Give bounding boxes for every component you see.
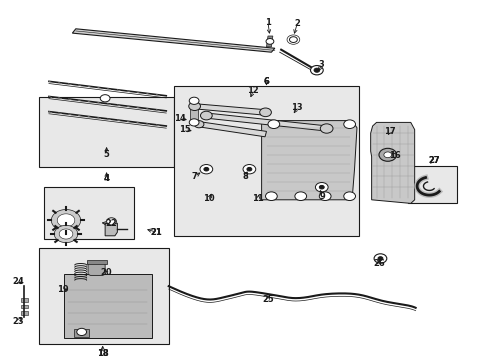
Text: 17: 17 xyxy=(384,127,395,136)
Text: 11: 11 xyxy=(252,194,264,203)
Circle shape xyxy=(313,68,319,72)
Text: 27: 27 xyxy=(427,156,439,165)
Polygon shape xyxy=(105,223,117,236)
Circle shape xyxy=(106,218,116,225)
Text: 4: 4 xyxy=(103,174,109,183)
Text: 2: 2 xyxy=(294,19,300,28)
Circle shape xyxy=(259,108,271,117)
Circle shape xyxy=(188,102,200,111)
Text: 5: 5 xyxy=(103,150,109,159)
Text: 21: 21 xyxy=(150,228,162,237)
Polygon shape xyxy=(193,104,266,115)
Text: 8: 8 xyxy=(242,172,248,181)
Polygon shape xyxy=(51,210,81,231)
Text: 1: 1 xyxy=(264,18,270,27)
Text: 24: 24 xyxy=(13,277,24,286)
Text: 13: 13 xyxy=(291,103,303,112)
Polygon shape xyxy=(54,225,78,243)
Bar xyxy=(173,86,359,236)
Circle shape xyxy=(373,254,386,263)
Text: 15: 15 xyxy=(179,125,190,134)
Circle shape xyxy=(383,152,391,158)
Text: 26: 26 xyxy=(372,259,384,268)
Polygon shape xyxy=(88,263,105,275)
Circle shape xyxy=(343,192,355,201)
Circle shape xyxy=(377,257,382,260)
Circle shape xyxy=(315,183,327,192)
Text: 18: 18 xyxy=(97,349,108,358)
Polygon shape xyxy=(57,214,75,227)
Text: 6: 6 xyxy=(263,77,269,85)
Text: 3: 3 xyxy=(318,60,324,69)
Bar xyxy=(44,187,134,239)
Text: 21: 21 xyxy=(150,228,162,237)
Text: 6: 6 xyxy=(263,77,269,85)
Text: 12: 12 xyxy=(247,86,259,95)
Circle shape xyxy=(289,37,297,42)
Circle shape xyxy=(265,192,277,201)
Circle shape xyxy=(267,120,279,129)
Circle shape xyxy=(310,66,323,75)
Circle shape xyxy=(203,167,208,171)
Polygon shape xyxy=(261,121,356,200)
Text: 16: 16 xyxy=(388,151,400,160)
Circle shape xyxy=(200,111,212,120)
Polygon shape xyxy=(370,122,414,203)
Circle shape xyxy=(189,97,199,104)
Circle shape xyxy=(319,192,330,201)
Circle shape xyxy=(189,119,199,126)
Polygon shape xyxy=(59,229,73,239)
Text: 23: 23 xyxy=(13,317,24,325)
Polygon shape xyxy=(72,29,274,52)
Bar xyxy=(407,166,456,203)
Text: 4: 4 xyxy=(103,174,109,183)
Circle shape xyxy=(343,120,355,129)
Bar xyxy=(39,97,173,167)
Circle shape xyxy=(194,121,203,128)
Text: 20: 20 xyxy=(101,269,112,277)
Circle shape xyxy=(265,39,273,44)
Circle shape xyxy=(319,185,324,189)
Polygon shape xyxy=(20,311,28,315)
Text: 14: 14 xyxy=(174,113,185,122)
Polygon shape xyxy=(87,260,106,264)
Circle shape xyxy=(77,328,86,336)
Circle shape xyxy=(320,124,332,133)
Text: 9: 9 xyxy=(319,192,325,201)
Text: 19: 19 xyxy=(57,285,68,294)
Polygon shape xyxy=(189,101,198,122)
Polygon shape xyxy=(198,122,266,137)
Text: 7: 7 xyxy=(191,172,197,181)
Polygon shape xyxy=(266,36,272,47)
Text: 25: 25 xyxy=(262,295,273,304)
Polygon shape xyxy=(20,305,28,308)
Circle shape xyxy=(200,165,212,174)
Polygon shape xyxy=(20,298,28,302)
Text: 10: 10 xyxy=(203,194,215,203)
Polygon shape xyxy=(63,274,151,338)
Circle shape xyxy=(294,192,306,201)
Polygon shape xyxy=(205,113,327,131)
Circle shape xyxy=(243,165,255,174)
Text: 18: 18 xyxy=(97,349,108,358)
Bar xyxy=(39,248,168,344)
Circle shape xyxy=(378,148,396,161)
Polygon shape xyxy=(74,329,89,337)
Text: 22: 22 xyxy=(105,219,117,228)
Circle shape xyxy=(246,167,251,171)
Text: 27: 27 xyxy=(427,156,439,165)
Circle shape xyxy=(100,95,110,102)
